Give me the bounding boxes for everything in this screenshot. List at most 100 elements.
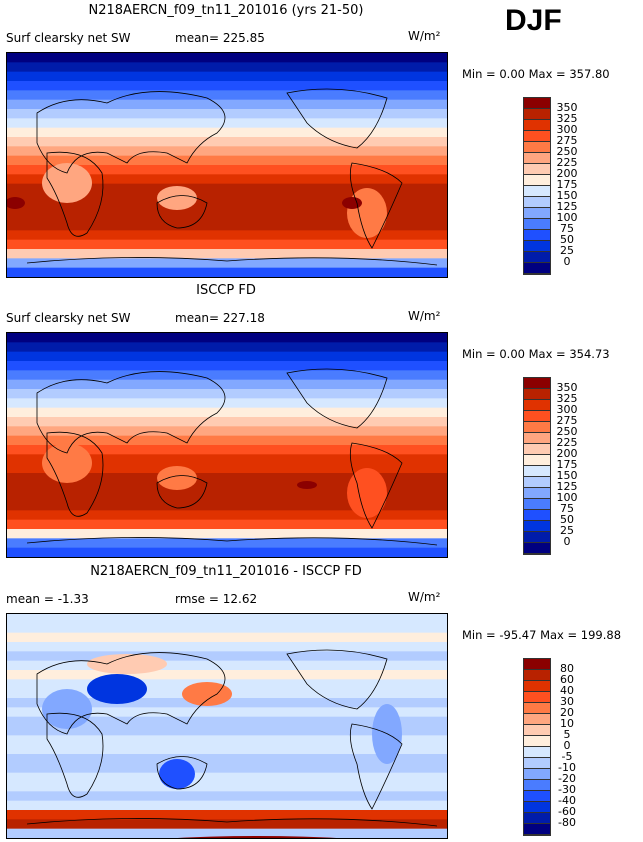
colorbar	[523, 97, 551, 275]
contour-band	[7, 389, 447, 399]
colorbar-tick-label: 325	[556, 112, 578, 125]
colorbar-tick-label: 20	[560, 706, 574, 719]
contour-band	[7, 155, 447, 166]
contour-band	[7, 239, 447, 250]
contour-band	[7, 726, 447, 736]
contour-band	[7, 529, 447, 539]
contour-band	[7, 698, 447, 708]
contour-band	[7, 109, 447, 119]
colorbar-tick-label: -60	[558, 805, 576, 818]
colorbar-tick-label: 300	[556, 123, 578, 136]
contour-band	[7, 538, 447, 549]
contour-band	[7, 716, 447, 727]
contour-band	[7, 221, 447, 231]
colorbar-swatch	[524, 714, 550, 725]
colorbar-tick-label: 150	[556, 189, 578, 202]
contour-band	[7, 491, 447, 502]
contour-region	[347, 188, 387, 238]
colorbar-swatch	[524, 208, 550, 219]
colorbar-tick-label: 25	[560, 524, 574, 537]
colorbar-tick-label: 50	[560, 513, 574, 526]
contour-band	[7, 623, 447, 634]
contour-band	[7, 632, 447, 643]
colorbar-swatch	[524, 466, 550, 477]
units-label: W/m²	[408, 29, 441, 43]
contour-band	[7, 800, 447, 811]
colorbar-tick-label: 100	[556, 211, 578, 224]
colorbar-tick-label: 10	[560, 717, 574, 730]
colorbar-tick-label: 350	[556, 381, 578, 394]
colorbar-tick-label: -40	[558, 794, 576, 807]
colorbar-swatch	[524, 252, 550, 263]
colorbar-swatch	[524, 736, 550, 747]
contour-band	[7, 127, 447, 138]
colorbar-swatch	[524, 477, 550, 488]
contour-band	[7, 62, 447, 73]
colorbar-tick-label: 80	[560, 662, 574, 675]
coastlines	[26, 368, 438, 546]
contour-band	[7, 501, 447, 511]
colorbar-tick-label: 225	[556, 156, 578, 169]
contour-region	[297, 481, 317, 489]
contour-band	[7, 398, 447, 409]
colorbar-swatch	[524, 422, 550, 433]
contour-band	[7, 772, 447, 783]
colorbar-swatch	[524, 411, 550, 422]
colorbar-swatch	[524, 532, 550, 543]
contour-band	[7, 547, 447, 557]
colorbar-swatch	[524, 703, 550, 714]
contour-region	[42, 689, 92, 729]
contour-band	[7, 435, 447, 446]
mean-label: mean= 227.18	[175, 311, 265, 325]
contour-band	[7, 782, 447, 792]
contour-band	[7, 810, 447, 820]
colorbar-tick-label: -10	[558, 761, 576, 774]
contour-band	[7, 763, 447, 774]
contour-band	[7, 258, 447, 269]
variable-label: Surf clearsky net SW	[6, 31, 131, 45]
contour-band	[7, 679, 447, 690]
colorbar-swatch	[524, 400, 550, 411]
contour-region	[157, 466, 197, 490]
rmse-label: rmse = 12.62	[175, 592, 258, 606]
colorbar-swatch	[524, 670, 550, 681]
contour-band	[7, 379, 447, 390]
contour-band	[7, 267, 447, 277]
contour-band	[7, 454, 447, 465]
colorbar-tick-label: 100	[556, 491, 578, 504]
colorbar-swatch	[524, 543, 550, 554]
colorbar-swatch	[524, 824, 550, 835]
colorbar-tick-label: 350	[556, 101, 578, 114]
colorbar-swatch	[524, 186, 550, 197]
contour-map	[6, 613, 448, 839]
contour-region	[342, 197, 362, 209]
colorbar-swatch	[524, 98, 550, 109]
colorbar-swatch	[524, 164, 550, 175]
panel-title: N218AERCN_f09_tn11_201016 (yrs 21-50)	[88, 3, 364, 18]
coastlines	[26, 88, 438, 266]
colorbar-tick-label: 125	[556, 480, 578, 493]
contour-band	[7, 183, 447, 194]
colorbar-swatch	[524, 444, 550, 455]
contour-band	[7, 211, 447, 222]
colorbar-swatch	[524, 725, 550, 736]
colorbar-tick-label: -80	[558, 816, 576, 829]
colorbar-swatch	[524, 813, 550, 824]
colorbar-tick-label: 275	[556, 414, 578, 427]
colorbar-swatch	[524, 263, 550, 274]
contour-band	[7, 118, 447, 129]
season-label: DJF	[505, 4, 562, 37]
colorbar-swatch	[524, 153, 550, 164]
mean-label: mean= 225.85	[175, 31, 265, 45]
colorbar-tick-label: 175	[556, 178, 578, 191]
colorbar-swatch	[524, 488, 550, 499]
colorbar	[523, 658, 551, 836]
contour-band	[7, 417, 447, 427]
colorbar-swatch	[524, 389, 550, 400]
colorbar-tick-label: 0	[563, 739, 571, 752]
contour-band	[7, 81, 447, 91]
colorbar-tick-label: 0	[563, 535, 571, 548]
colorbar-swatch	[524, 802, 550, 813]
colorbar-swatch	[524, 109, 550, 120]
minmax-label: Min = 0.00 Max = 357.80	[462, 67, 610, 81]
